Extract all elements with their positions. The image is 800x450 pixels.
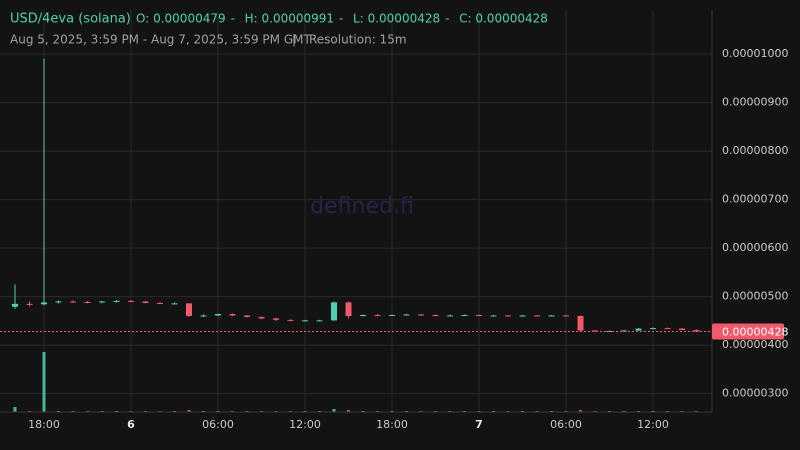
resolution: Resolution: 15m bbox=[309, 33, 407, 47]
y-tick-label: 0.00000400 bbox=[722, 338, 788, 351]
y-tick-label: 0.00000500 bbox=[722, 290, 788, 303]
candle-body bbox=[157, 302, 163, 304]
candle-body bbox=[577, 315, 584, 331]
candle-body bbox=[635, 328, 642, 331]
candle-body bbox=[679, 328, 685, 331]
volume-bar bbox=[579, 410, 582, 412]
separator: | bbox=[292, 33, 296, 47]
candle-body bbox=[128, 300, 134, 302]
candle-body bbox=[316, 320, 323, 322]
candle-body bbox=[186, 303, 192, 316]
ohlc-value: C: 0.00000428 bbox=[459, 12, 548, 26]
candle-body bbox=[171, 303, 178, 305]
candle-body bbox=[12, 303, 18, 307]
candle-body bbox=[55, 301, 62, 303]
candle-body bbox=[84, 301, 91, 303]
ohlc-value: H: 0.00000991 bbox=[245, 12, 334, 26]
y-tick-label: 0.00000900 bbox=[722, 96, 788, 109]
candle-body bbox=[200, 315, 207, 317]
candle-body bbox=[519, 315, 526, 317]
candle-body bbox=[664, 328, 671, 330]
candle-body bbox=[302, 320, 308, 322]
candle-body bbox=[476, 315, 482, 317]
y-tick-label: 0.00000700 bbox=[722, 193, 788, 206]
candle-body bbox=[418, 314, 424, 316]
candle-body bbox=[693, 330, 700, 332]
x-tick-label: 12:00 bbox=[289, 418, 321, 431]
last-price-box bbox=[712, 323, 784, 340]
x-tick-label: 06:00 bbox=[202, 418, 234, 431]
candle-body bbox=[331, 302, 337, 321]
candle-body bbox=[374, 315, 381, 317]
y-tick-label: 0.00000300 bbox=[722, 387, 788, 400]
candle-body bbox=[461, 315, 468, 317]
candle-body bbox=[229, 314, 236, 316]
y-tick-label: 0.00000600 bbox=[722, 241, 788, 254]
candle-body bbox=[534, 315, 540, 317]
x-tick-label: 12:00 bbox=[637, 418, 669, 431]
x-tick-label: 18:00 bbox=[376, 418, 408, 431]
candle-body bbox=[99, 301, 105, 303]
candle-body bbox=[345, 302, 352, 316]
y-tick-label: 0.00000800 bbox=[722, 144, 788, 157]
volume-bar bbox=[332, 409, 336, 412]
separator: - bbox=[445, 12, 449, 26]
volume-bar bbox=[347, 410, 350, 412]
candle-body bbox=[505, 315, 511, 317]
candle-body bbox=[287, 319, 294, 321]
candle-body bbox=[26, 303, 33, 305]
candle-body bbox=[650, 328, 656, 330]
ohlc-value: O: 0.00000479 bbox=[136, 12, 226, 26]
volume-bar bbox=[42, 352, 46, 412]
candle-body bbox=[41, 302, 47, 305]
candle-body bbox=[244, 315, 250, 317]
y-tick-label: 0.00001000 bbox=[722, 47, 788, 60]
ohlc-summary: O: 0.00000479- H: 0.00000991- L: 0.0000042… bbox=[136, 12, 548, 26]
candle-body bbox=[70, 301, 76, 303]
watermark: defined.fi bbox=[310, 194, 414, 219]
volume-bar bbox=[13, 407, 17, 412]
x-tick-label: 7 bbox=[475, 418, 483, 431]
x-tick-label: 6 bbox=[127, 418, 135, 431]
candle-body bbox=[432, 315, 439, 317]
separator: - bbox=[339, 12, 343, 26]
last-price-label: 0.00000428 bbox=[722, 326, 788, 339]
candle-body bbox=[403, 314, 410, 316]
candle-body bbox=[490, 315, 497, 317]
date-range: Aug 5, 2025, 3:59 PM - Aug 7, 2025, 3:59… bbox=[10, 33, 311, 47]
candle-body bbox=[142, 301, 149, 303]
volume-bar bbox=[187, 410, 191, 412]
candle-layer bbox=[12, 58, 700, 333]
candle-body bbox=[360, 315, 366, 317]
chart-title: USD/4eva (solana) bbox=[10, 12, 131, 27]
grid bbox=[0, 10, 712, 412]
candle-body bbox=[592, 330, 598, 332]
candle-body bbox=[273, 318, 279, 320]
axes: 0.00000300 0.00000400 0.00000500 0.00000600… bbox=[0, 47, 788, 431]
separator: - bbox=[231, 12, 235, 26]
candle-body bbox=[548, 315, 555, 317]
candle-body bbox=[563, 315, 569, 317]
x-tick-label: 06:00 bbox=[550, 418, 582, 431]
candle-body bbox=[113, 300, 120, 302]
ohlc-value: L: 0.00000428 bbox=[353, 12, 440, 26]
x-tick-label: 18:00 bbox=[28, 418, 60, 431]
candle-body bbox=[447, 315, 453, 317]
candle-body bbox=[215, 314, 221, 316]
candle-body bbox=[258, 316, 265, 319]
candle-body bbox=[389, 315, 395, 317]
